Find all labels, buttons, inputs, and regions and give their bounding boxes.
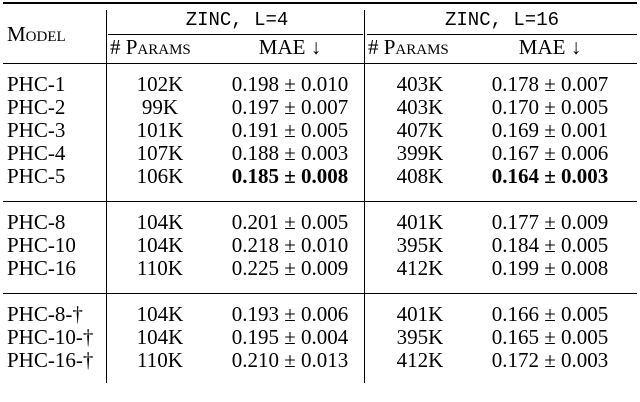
mae-l16-cell: 0.177 ± 0.009: [491, 210, 609, 234]
mae-l16-cell: 0.166 ± 0.005: [491, 302, 609, 326]
model-cell: PHC-2: [7, 95, 66, 119]
params-l4-cell: 110K: [137, 348, 183, 372]
group-rule-2: [3, 293, 637, 295]
cropped-caption-strip: [0, 390, 640, 402]
params-l4-cell: 101K: [136, 118, 184, 142]
params-l16-cell: 395K: [396, 325, 444, 349]
params-header-l4: # Params: [110, 35, 191, 59]
mae-l4-cell: 0.201 ± 0.005: [231, 210, 349, 234]
mae-l16-cell: 0.184 ± 0.005: [491, 233, 609, 257]
params-l16-cell: 399K: [396, 141, 444, 165]
mae-header-l4: MAE ↓: [258, 35, 322, 59]
params-l16-cell: 412K: [396, 256, 444, 280]
model-cell: PHC-10: [7, 233, 76, 257]
group-rule-1: [3, 201, 637, 203]
mae-l4-cell: 0.195 ± 0.004: [231, 325, 349, 349]
params-l4-cell: 104K: [136, 210, 184, 234]
mae-l4-cell: 0.193 ± 0.006: [231, 302, 349, 326]
model-cell: PHC-8-†: [7, 302, 83, 326]
model-cell: PHC-3: [7, 118, 66, 142]
params-l4-cell: 104K: [136, 325, 184, 349]
mae-l16-cell: 0.164 ± 0.003: [491, 164, 609, 188]
mae-l4-cell: 0.218 ± 0.010: [231, 233, 349, 257]
mae-l4-cell: 0.188 ± 0.003: [231, 141, 349, 165]
params-l4-cell: 102K: [136, 72, 184, 96]
model-cell: PHC-1: [7, 72, 66, 96]
mae-l16-cell: 0.165 ± 0.005: [491, 325, 609, 349]
mae-l16-cell: 0.169 ± 0.001: [491, 118, 609, 142]
group-header-l16: ZINC, L=16: [444, 9, 560, 31]
model-cell: PHC-5: [7, 164, 66, 188]
divider-model: [106, 10, 108, 383]
params-l16-cell: 401K: [396, 210, 444, 234]
params-l16-cell: 412K: [396, 348, 444, 372]
model-cell: PHC-16-†: [7, 348, 94, 372]
model-header: Model: [7, 22, 66, 46]
mae-l4-cell: 0.225 ± 0.009: [231, 256, 349, 280]
params-l4-cell: 106K: [136, 164, 184, 188]
divider-groups: [364, 10, 366, 383]
params-l4-cell: 110K: [137, 256, 183, 280]
mae-l16-cell: 0.170 ± 0.005: [491, 95, 609, 119]
params-l4-cell: 104K: [136, 233, 184, 257]
params-l16-cell: 395K: [396, 233, 444, 257]
header-bottom-rule: [3, 63, 637, 65]
model-cell: PHC-10-†: [7, 325, 94, 349]
model-cell: PHC-4: [7, 141, 66, 165]
params-l16-cell: 401K: [396, 302, 444, 326]
mae-l4-cell: 0.198 ± 0.010: [231, 72, 349, 96]
mae-l4-cell: 0.210 ± 0.013: [231, 348, 349, 372]
params-l4-cell: 107K: [136, 141, 184, 165]
mae-l4-cell: 0.191 ± 0.005: [231, 118, 349, 142]
params-header-l16: # Params: [368, 35, 449, 59]
header-rule-right: [367, 34, 637, 35]
group-header-l4: ZINC, L=4: [185, 9, 289, 31]
params-l16-cell: 403K: [396, 95, 444, 119]
mae-l16-cell: 0.172 ± 0.003: [491, 348, 609, 372]
params-l16-cell: 403K: [396, 72, 444, 96]
mae-l4-cell: 0.197 ± 0.007: [231, 95, 349, 119]
mae-header-l16: MAE ↓: [518, 35, 582, 59]
mae-l16-cell: 0.178 ± 0.007: [491, 72, 609, 96]
top-rule: [3, 2, 637, 4]
mae-l16-cell: 0.167 ± 0.006: [491, 141, 609, 165]
mae-l4-cell: 0.185 ± 0.008: [231, 164, 349, 188]
mae-l16-cell: 0.199 ± 0.008: [491, 256, 609, 280]
model-cell: PHC-8: [7, 210, 66, 234]
params-l4-cell: 104K: [136, 302, 184, 326]
header-rule-left: [108, 34, 363, 35]
model-cell: PHC-16: [7, 256, 76, 280]
params-l16-cell: 408K: [396, 164, 444, 188]
params-l4-cell: 99K: [141, 95, 179, 119]
params-l16-cell: 407K: [396, 118, 444, 142]
